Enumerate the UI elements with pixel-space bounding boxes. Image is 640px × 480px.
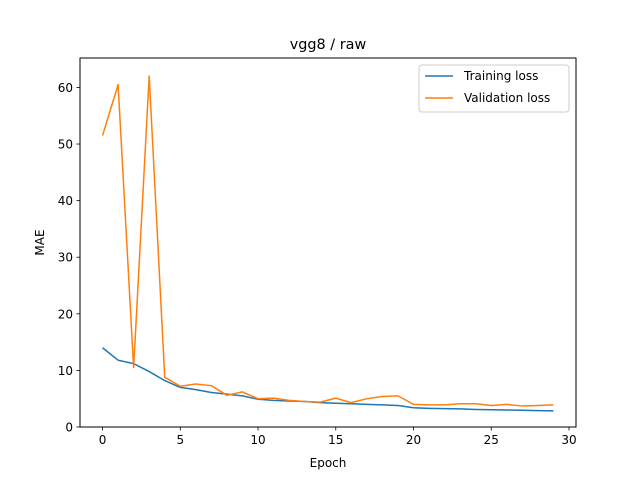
legend-label-validation: Validation loss [464,91,550,105]
y-tick-label: 0 [65,421,73,435]
y-axis-label: MAE [33,229,47,255]
y-tick-label: 30 [58,251,73,265]
x-axis: 0 5 10 15 20 25 30 [99,427,577,447]
y-tick-label: 40 [58,194,73,208]
y-tick-label: 10 [58,364,73,378]
y-tick-label: 60 [58,81,73,95]
legend-label-training: Training loss [463,69,538,83]
x-tick-label: 10 [250,433,265,447]
y-tick-label: 50 [58,138,73,152]
legend-box [418,64,570,113]
x-tick-label: 0 [99,433,107,447]
y-axis: 0 10 20 30 40 50 60 [58,81,80,435]
legend: Training loss Validation loss [418,64,570,113]
series-line-training-loss [102,347,554,412]
axes-frame [79,57,577,428]
x-tick-label: 15 [328,433,343,447]
plot-area [101,75,554,412]
y-tick-label: 20 [58,307,73,321]
x-tick-label: 5 [176,433,184,447]
x-tick-label: 30 [561,433,576,447]
x-tick-label: 25 [484,433,499,447]
x-axis-label: Epoch [310,456,347,470]
x-tick-label: 20 [406,433,421,447]
chart-title: vgg8 / raw [290,37,367,53]
series-line-validation-loss [101,75,554,407]
